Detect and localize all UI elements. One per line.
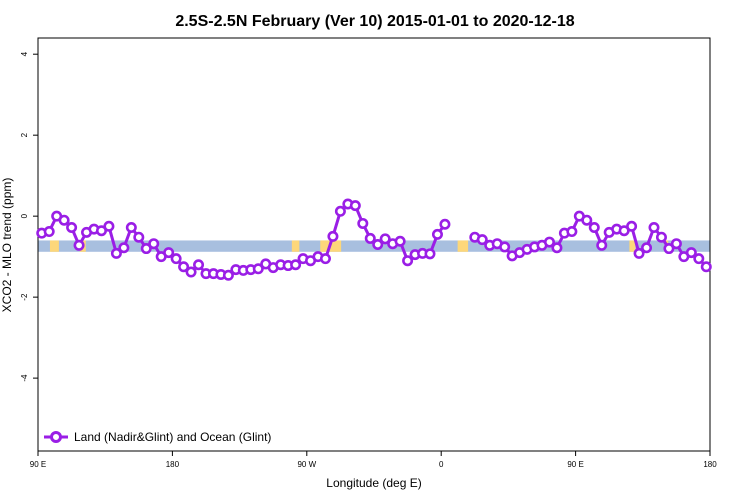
data-point [633, 247, 645, 259]
x-tick-label: 90 E [30, 460, 46, 469]
data-point [648, 221, 660, 233]
data-point [655, 231, 667, 243]
data-point [252, 263, 264, 275]
x-tick-label: 0 [439, 460, 444, 469]
data-point [641, 242, 653, 254]
data-point [685, 247, 697, 259]
data-point [349, 200, 361, 212]
plot-area [36, 37, 712, 452]
x-tick-label: 180 [166, 460, 180, 469]
data-point [73, 239, 85, 251]
data-point [439, 218, 451, 230]
data-point [118, 242, 130, 254]
data-point [327, 230, 339, 242]
legend-entry-label: Land (Nadir&Glint) and Ocean (Glint) [74, 430, 271, 444]
data-point [394, 235, 406, 247]
x-axis-label: Longitude (deg E) [326, 476, 421, 490]
x-tick-label: 90 E [567, 460, 583, 469]
land-band-segment [629, 240, 636, 252]
data-point [125, 221, 137, 233]
y-tick-label: 0 [20, 213, 29, 218]
data-point [379, 233, 391, 245]
data-point [700, 261, 712, 273]
x-tick-label: 90 W [297, 460, 316, 469]
data-point [58, 214, 70, 226]
data-point [133, 231, 145, 243]
data-point [185, 266, 197, 278]
data-point [476, 234, 488, 246]
data-point [357, 217, 369, 229]
x-axis: 90 E 180 90 W 0 90 E 180 [30, 451, 717, 469]
y-tick-label: 4 [20, 51, 29, 56]
data-point [334, 205, 346, 217]
data-point [372, 239, 384, 251]
data-point [148, 238, 160, 250]
data-point [110, 247, 122, 259]
data-point [178, 261, 190, 273]
data-point [618, 225, 630, 237]
data-point [364, 232, 376, 244]
data-point [431, 228, 443, 240]
data-point [103, 220, 115, 232]
y-tick-label: 2 [20, 132, 29, 137]
data-point [670, 238, 682, 250]
chart-title: 2.5S-2.5N February (Ver 10) 2015-01-01 t… [175, 13, 574, 30]
land-band-segment [457, 240, 469, 252]
legend-marker-swatch [50, 431, 62, 443]
land-band-segment [49, 240, 59, 252]
y-tick-label: -4 [20, 374, 29, 382]
data-point [693, 253, 705, 265]
data-point [170, 253, 182, 265]
y-axis-label: XCO2 - MLO trend (ppm) [0, 178, 14, 313]
data-point [140, 243, 152, 255]
data-point [319, 253, 331, 265]
data-point [222, 269, 234, 281]
x-tick-label: 180 [703, 460, 717, 469]
legend: Land (Nadir&Glint) and Ocean (Glint) [44, 430, 271, 444]
land-band-segment [291, 240, 300, 252]
data-point [499, 241, 511, 253]
y-tick-label: -2 [20, 293, 29, 301]
data-point [290, 259, 302, 271]
data-point [193, 259, 205, 271]
series-layer [36, 198, 712, 281]
plot-frame [37, 37, 711, 452]
data-point [596, 239, 608, 251]
data-point [566, 226, 578, 238]
data-point [581, 214, 593, 226]
y-axis: 4 2 0 -2 -4 [20, 51, 38, 382]
data-point [163, 247, 175, 259]
data-point [95, 225, 107, 237]
data-point [543, 236, 555, 248]
data-point [66, 221, 78, 233]
data-point [43, 226, 55, 238]
data-point [424, 248, 436, 260]
data-point [551, 242, 563, 254]
data-point [402, 255, 414, 267]
data-point [626, 220, 638, 232]
data-point [663, 243, 675, 255]
data-point [588, 221, 600, 233]
